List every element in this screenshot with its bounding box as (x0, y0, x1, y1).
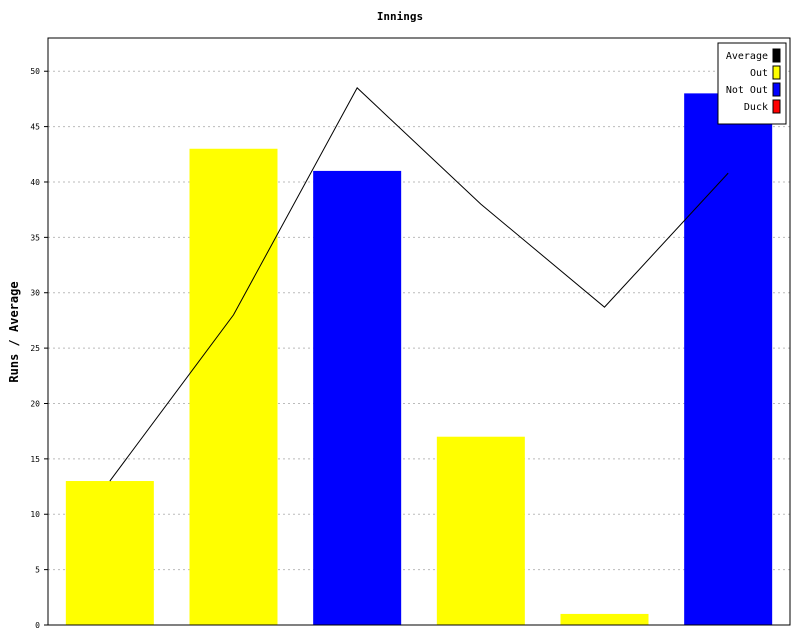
bar-innings-3 (313, 170, 402, 626)
y-tick-label: 5 (35, 566, 40, 575)
bar-innings-1 (65, 481, 154, 625)
legend-swatch (772, 82, 781, 97)
bar-innings-2 (189, 148, 278, 626)
y-tick-label: 25 (30, 344, 40, 353)
legend-label-duck: Duck (744, 102, 768, 113)
y-tick-label: 15 (30, 455, 40, 464)
y-tick-label: 40 (30, 178, 40, 187)
y-tick-label: 0 (35, 621, 40, 630)
plot-frame (47, 37, 791, 626)
bar-innings-6 (684, 93, 773, 625)
y-tick-label: 35 (30, 233, 40, 242)
legend-label-out: Out (750, 68, 768, 79)
average-line (109, 87, 729, 482)
y-tick-label: 30 (30, 289, 40, 298)
y-tick-label: 45 (30, 123, 40, 132)
chart-title: Innings (376, 10, 424, 23)
legend-swatch (772, 65, 781, 80)
legend-label-not-out: Not Out (726, 85, 768, 96)
y-tick-label: 50 (30, 67, 40, 76)
bar-innings-5 (560, 613, 649, 625)
legend-swatch (772, 48, 781, 63)
legend-swatch (772, 99, 781, 114)
y-tick-label: 20 (30, 399, 40, 408)
y-tick-label: 10 (30, 510, 40, 519)
legend-label-average: Average (726, 51, 768, 62)
bar-innings-4 (436, 436, 525, 625)
